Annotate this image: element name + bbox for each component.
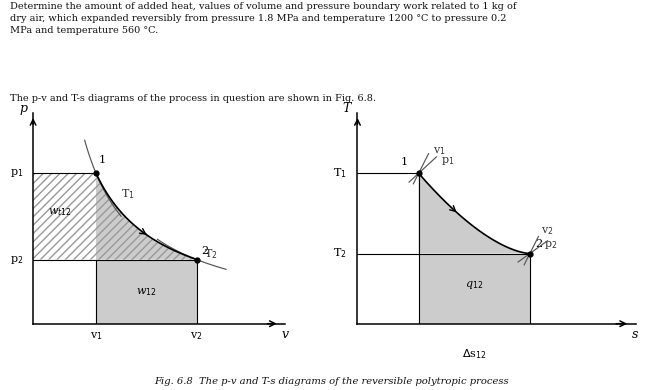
Text: p$_1$: p$_1$ — [9, 167, 23, 179]
Polygon shape — [418, 173, 530, 254]
Text: p$_2$: p$_2$ — [544, 239, 557, 252]
Text: w$_{12}$: w$_{12}$ — [136, 286, 157, 298]
Text: Determine the amount of added heat, values of volume and pressure boundary work : Determine the amount of added heat, valu… — [10, 2, 516, 35]
Text: 1: 1 — [401, 157, 408, 167]
Text: q$_{12}$: q$_{12}$ — [465, 278, 483, 291]
Text: T: T — [342, 102, 351, 115]
Text: w$_{t12}$: w$_{t12}$ — [48, 206, 72, 218]
Text: 2: 2 — [202, 245, 209, 255]
Text: The p-v and T-s diagrams of the process in question are shown in Fig. 6.8.: The p-v and T-s diagrams of the process … — [10, 94, 376, 103]
Text: T$_2$: T$_2$ — [333, 246, 346, 261]
Text: p: p — [19, 102, 27, 115]
Polygon shape — [33, 173, 197, 259]
Polygon shape — [96, 259, 197, 324]
Text: p$_1$: p$_1$ — [441, 155, 454, 167]
Text: v$_1$: v$_1$ — [432, 145, 446, 157]
Text: T$_1$: T$_1$ — [121, 187, 135, 201]
Text: T$_2$: T$_2$ — [204, 248, 218, 261]
Text: s: s — [632, 328, 639, 341]
Text: 1: 1 — [99, 155, 106, 165]
Text: Fig. 6.8  The p-v and T-s diagrams of the reversible polytropic process: Fig. 6.8 The p-v and T-s diagrams of the… — [154, 377, 508, 386]
Text: v$_2$: v$_2$ — [541, 225, 553, 237]
Text: v$_2$: v$_2$ — [191, 330, 203, 342]
Text: p$_2$: p$_2$ — [10, 254, 23, 266]
Text: 2: 2 — [536, 239, 543, 250]
Text: v: v — [281, 328, 288, 341]
Text: $\Delta$s$_{12}$: $\Delta$s$_{12}$ — [462, 347, 487, 361]
Text: v$_1$: v$_1$ — [89, 330, 103, 342]
Polygon shape — [96, 173, 197, 259]
Text: T$_1$: T$_1$ — [332, 167, 346, 180]
Polygon shape — [418, 254, 530, 324]
